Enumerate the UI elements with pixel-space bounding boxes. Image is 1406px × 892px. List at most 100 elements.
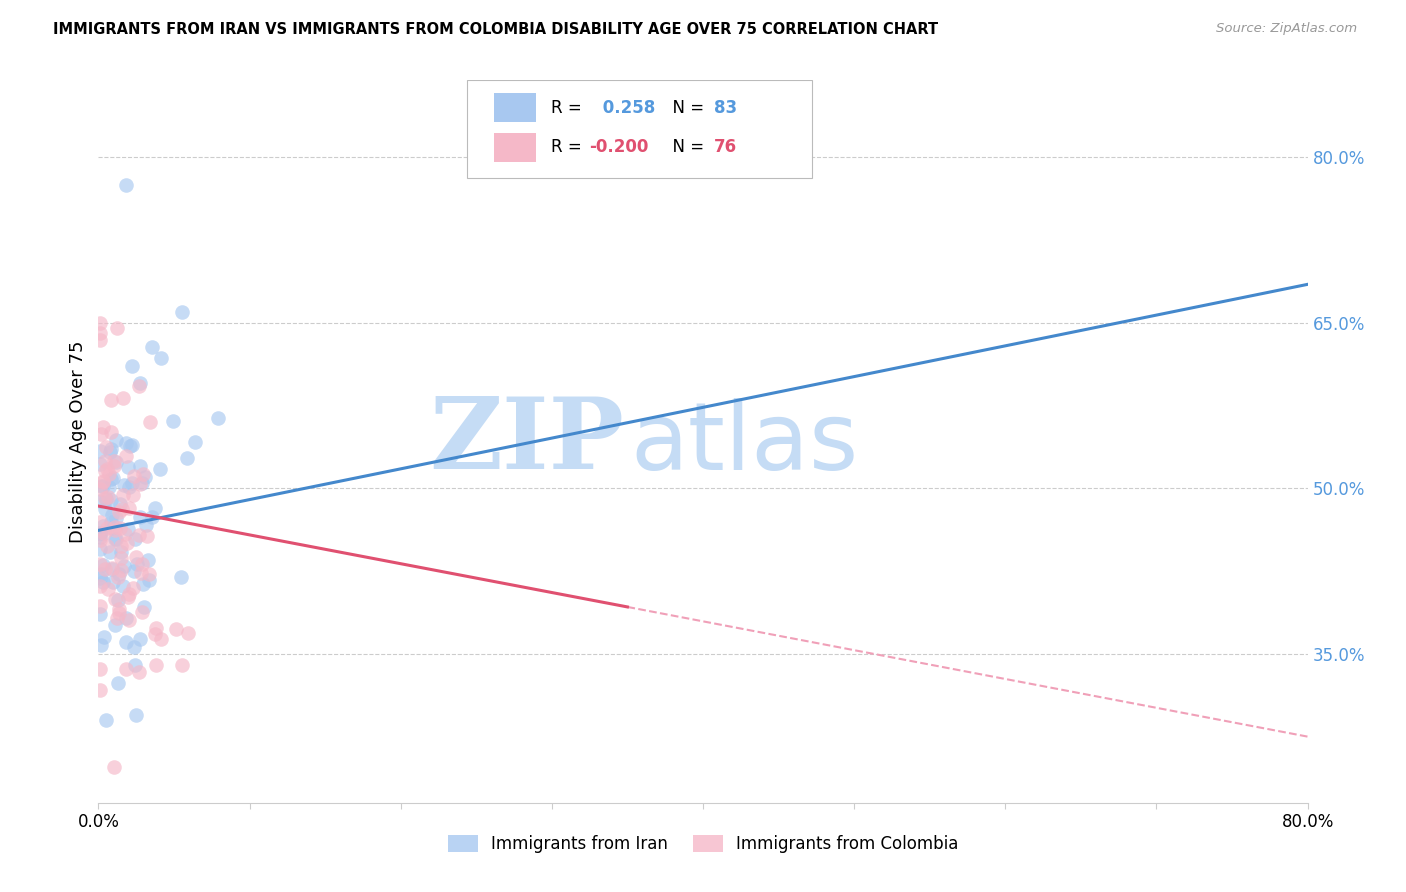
Point <box>110 497 132 511</box>
Point <box>136 553 159 567</box>
Point <box>111 502 134 516</box>
Point <box>115 536 138 550</box>
Point <box>177 626 200 640</box>
Text: N =: N = <box>662 138 709 156</box>
Point <box>91 518 114 533</box>
Point <box>114 449 136 463</box>
Text: R =: R = <box>551 138 586 156</box>
Point <box>104 532 127 546</box>
Point <box>110 539 132 553</box>
Point <box>107 675 129 690</box>
Point <box>138 567 160 582</box>
Point <box>129 566 152 581</box>
Point <box>108 606 131 620</box>
Point <box>122 581 145 595</box>
Point <box>124 533 146 547</box>
Point <box>122 640 145 655</box>
Point <box>100 493 122 508</box>
Point <box>90 638 112 652</box>
Point <box>89 557 111 571</box>
FancyBboxPatch shape <box>494 94 536 122</box>
Point <box>143 501 166 516</box>
Point <box>90 426 112 441</box>
Text: atlas: atlas <box>630 398 859 490</box>
Point <box>110 521 132 535</box>
Point <box>103 459 125 474</box>
Point <box>114 635 136 649</box>
Point <box>138 573 160 587</box>
Point <box>105 434 128 448</box>
Point <box>141 340 163 354</box>
Point <box>104 523 127 537</box>
Point <box>89 661 111 675</box>
FancyBboxPatch shape <box>494 133 536 162</box>
Point <box>104 455 127 469</box>
Point <box>114 662 136 676</box>
Point <box>118 613 141 627</box>
Point <box>103 760 125 774</box>
Point <box>89 529 111 543</box>
Point <box>89 579 111 593</box>
Text: IMMIGRANTS FROM IRAN VS IMMIGRANTS FROM COLOMBIA DISABILITY AGE OVER 75 CORRELAT: IMMIGRANTS FROM IRAN VS IMMIGRANTS FROM … <box>53 22 939 37</box>
Point <box>89 683 111 698</box>
Point <box>89 533 111 548</box>
Point <box>97 467 120 481</box>
Point <box>91 558 114 573</box>
Point <box>121 359 143 373</box>
Point <box>128 379 150 393</box>
Point <box>207 410 229 425</box>
Text: 83: 83 <box>714 99 737 117</box>
Point <box>100 472 122 486</box>
Point <box>100 515 122 529</box>
Point <box>124 657 146 672</box>
Point <box>110 544 132 558</box>
Point <box>149 632 172 647</box>
Point <box>183 435 205 450</box>
Point <box>128 528 150 542</box>
Point <box>149 462 172 476</box>
Point <box>114 436 136 450</box>
Point <box>131 576 153 591</box>
Point <box>108 602 131 616</box>
Point <box>150 351 173 366</box>
Point <box>128 665 150 680</box>
Text: 76: 76 <box>714 138 737 156</box>
Point <box>118 480 141 494</box>
Point <box>101 521 124 535</box>
Point <box>107 570 129 584</box>
Point <box>112 478 135 492</box>
Point <box>103 454 125 468</box>
Point <box>89 333 111 347</box>
Point <box>89 527 111 541</box>
Point <box>93 630 115 644</box>
Point <box>114 527 136 541</box>
Point <box>96 462 118 476</box>
Point <box>104 511 127 525</box>
Point <box>91 475 114 489</box>
Point <box>131 475 153 490</box>
Point <box>100 425 122 439</box>
Point <box>170 305 193 319</box>
Point <box>89 526 111 541</box>
Point <box>143 626 166 640</box>
Point <box>110 563 132 577</box>
Point <box>117 459 139 474</box>
Point <box>105 321 128 335</box>
Point <box>89 326 111 340</box>
Text: N =: N = <box>662 99 709 117</box>
Point <box>90 566 112 581</box>
Point <box>89 541 111 556</box>
Point <box>128 509 150 524</box>
Point <box>101 574 124 589</box>
Point <box>118 500 141 515</box>
Point <box>125 708 148 723</box>
Point <box>131 558 153 572</box>
Point <box>104 618 127 632</box>
Point <box>105 611 128 625</box>
Point <box>122 468 145 483</box>
Point <box>122 488 145 502</box>
Point <box>122 564 145 578</box>
Point <box>89 570 111 584</box>
Point <box>132 467 155 482</box>
Point <box>145 657 167 672</box>
